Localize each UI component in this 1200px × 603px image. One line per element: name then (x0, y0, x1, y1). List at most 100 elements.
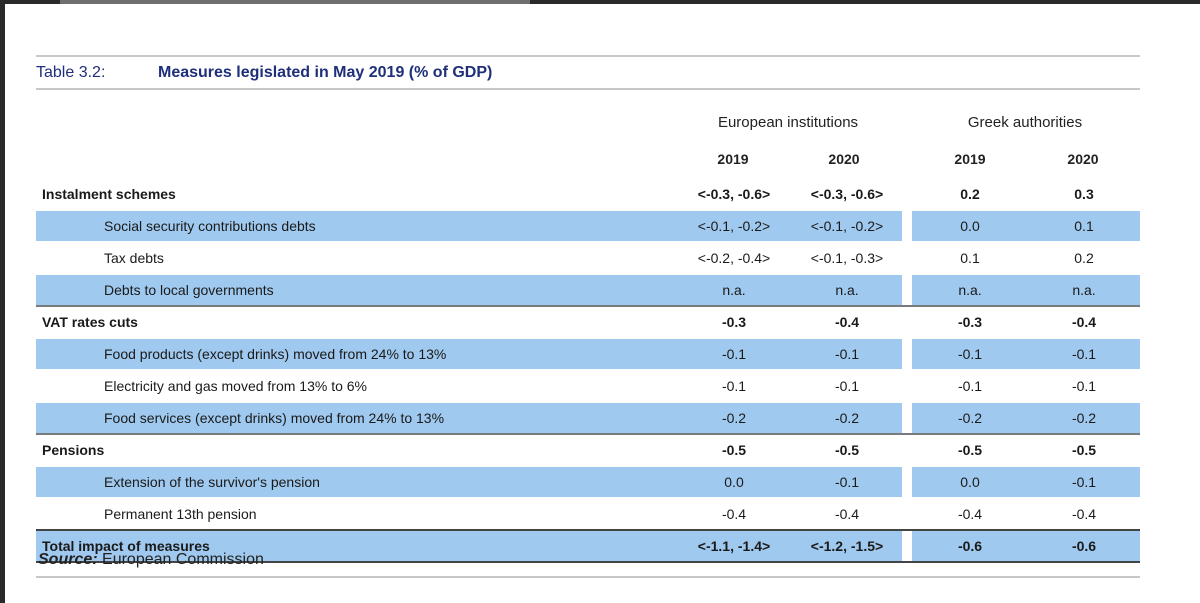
cell-value: 0.1 (912, 241, 1028, 274)
cell-value: -0.5 (676, 433, 792, 466)
cell-value: 0.0 (912, 209, 1028, 242)
cell-value: -0.2 (676, 401, 792, 434)
table-row: Food products (except drinks) moved from… (36, 337, 1140, 370)
cell-value: -0.4 (1028, 497, 1140, 530)
row-label: Total impact of measures (36, 529, 676, 563)
table-title: Table 3.2: Measures legislated in May 20… (36, 62, 492, 84)
column-gap (902, 209, 912, 242)
cell-value: -0.6 (1028, 529, 1140, 563)
year-header: 2019 (954, 151, 986, 167)
row-label: Food services (except drinks) moved from… (36, 401, 676, 434)
group-header-greek-authorities: Greek authorities (967, 114, 1083, 131)
table-row: Food services (except drinks) moved from… (36, 401, 1140, 434)
column-gap (902, 465, 912, 498)
cell-value: -0.3 (912, 305, 1028, 338)
cell-value: <-1.2, -1.5> (792, 529, 902, 563)
measures-table: Instalment schemes <-0.3, -0.6> <-0.3, -… (36, 177, 1140, 563)
year-header: 2019 (717, 151, 749, 167)
window-top-border (0, 0, 1200, 4)
column-gap (902, 433, 912, 466)
cell-value: -0.2 (912, 401, 1028, 434)
cell-value: -0.4 (676, 497, 792, 530)
cell-value: -0.1 (792, 337, 902, 370)
row-label: Food products (except drinks) moved from… (36, 337, 676, 370)
source-label: Source: (38, 551, 98, 568)
row-label: Instalment schemes (36, 177, 676, 210)
year-header: 2020 (1067, 151, 1099, 167)
table-row: Extension of the survivor's pension 0.0 … (36, 465, 1140, 498)
table-row: Social security contributions debts <-0.… (36, 209, 1140, 242)
cell-value: -0.1 (792, 465, 902, 498)
column-gap (902, 241, 912, 274)
cell-value: 0.2 (912, 177, 1028, 210)
row-label: Electricity and gas moved from 13% to 6% (36, 369, 676, 402)
title-top-rule (36, 55, 1140, 57)
column-gap (902, 337, 912, 370)
row-label: VAT rates cuts (36, 305, 676, 338)
cell-value: 0.1 (1028, 209, 1140, 242)
cell-value: -0.4 (792, 305, 902, 338)
cell-value: n.a. (676, 273, 792, 306)
column-gap (902, 369, 912, 402)
table-row: Debts to local governments n.a. n.a. n.a… (36, 273, 1140, 306)
cell-value: n.a. (1028, 273, 1140, 306)
cell-value: -0.1 (676, 337, 792, 370)
title-bottom-rule (36, 88, 1140, 90)
cell-value: -0.4 (792, 497, 902, 530)
cell-value: -0.6 (912, 529, 1028, 563)
cell-value: -0.1 (912, 369, 1028, 402)
cell-value: 0.0 (912, 465, 1028, 498)
table-row: VAT rates cuts -0.3 -0.4 -0.3 -0.4 (36, 305, 1140, 338)
cell-value: 0.3 (1028, 177, 1140, 210)
cell-value: -0.2 (792, 401, 902, 434)
table-row-total: Total impact of measures <-1.1, -1.4> <-… (36, 529, 1140, 563)
source-note: Source: European Commission (38, 551, 264, 569)
row-label: Debts to local governments (36, 273, 676, 306)
cell-value: <-0.3, -0.6> (676, 177, 792, 210)
cell-value: n.a. (792, 273, 902, 306)
column-gap (902, 401, 912, 434)
row-label: Tax debts (36, 241, 676, 274)
table-row: Instalment schemes <-0.3, -0.6> <-0.3, -… (36, 177, 1140, 210)
row-label: Permanent 13th pension (36, 497, 676, 530)
column-gap (902, 305, 912, 338)
table-number: Table 3.2: (36, 64, 106, 81)
cell-value: <-1.1, -1.4> (676, 529, 792, 563)
cell-value: -0.1 (1028, 337, 1140, 370)
column-gap (902, 497, 912, 530)
cell-value: n.a. (912, 273, 1028, 306)
cell-value: -0.1 (676, 369, 792, 402)
row-label: Social security contributions debts (36, 209, 676, 242)
cell-value: -0.3 (676, 305, 792, 338)
table-row: Tax debts <-0.2, -0.4> <-0.1, -0.3> 0.1 … (36, 241, 1140, 274)
column-gap (902, 529, 912, 563)
cell-value: 0.2 (1028, 241, 1140, 274)
cell-value: <-0.3, -0.6> (792, 177, 902, 210)
cell-value: -0.1 (912, 337, 1028, 370)
cell-value: <-0.1, -0.3> (792, 241, 902, 274)
cell-value: -0.1 (792, 369, 902, 402)
cell-value: -0.5 (912, 433, 1028, 466)
source-text: European Commission (102, 551, 264, 568)
cell-value: -0.1 (1028, 369, 1140, 402)
table-title-text: Measures legislated in May 2019 (% of GD… (158, 64, 493, 81)
group-header-european-institutions: European institutions (717, 114, 859, 131)
cell-value: -0.4 (1028, 305, 1140, 338)
row-label: Pensions (36, 433, 676, 466)
cell-value: <-0.2, -0.4> (676, 241, 792, 274)
table-row: Electricity and gas moved from 13% to 6%… (36, 369, 1140, 402)
bottom-rule (36, 576, 1140, 578)
cell-value: -0.2 (1028, 401, 1140, 434)
row-label: Extension of the survivor's pension (36, 465, 676, 498)
table-row: Permanent 13th pension -0.4 -0.4 -0.4 -0… (36, 497, 1140, 530)
cropped-text-fragment (60, 0, 530, 4)
column-gap (902, 177, 912, 210)
cell-value: -0.5 (792, 433, 902, 466)
cell-value: 0.0 (676, 465, 792, 498)
cell-value: <-0.1, -0.2> (792, 209, 902, 242)
table-row: Pensions -0.5 -0.5 -0.5 -0.5 (36, 433, 1140, 466)
window-left-border (0, 0, 5, 603)
cell-value: -0.5 (1028, 433, 1140, 466)
cell-value: <-0.1, -0.2> (676, 209, 792, 242)
cell-value: -0.1 (1028, 465, 1140, 498)
